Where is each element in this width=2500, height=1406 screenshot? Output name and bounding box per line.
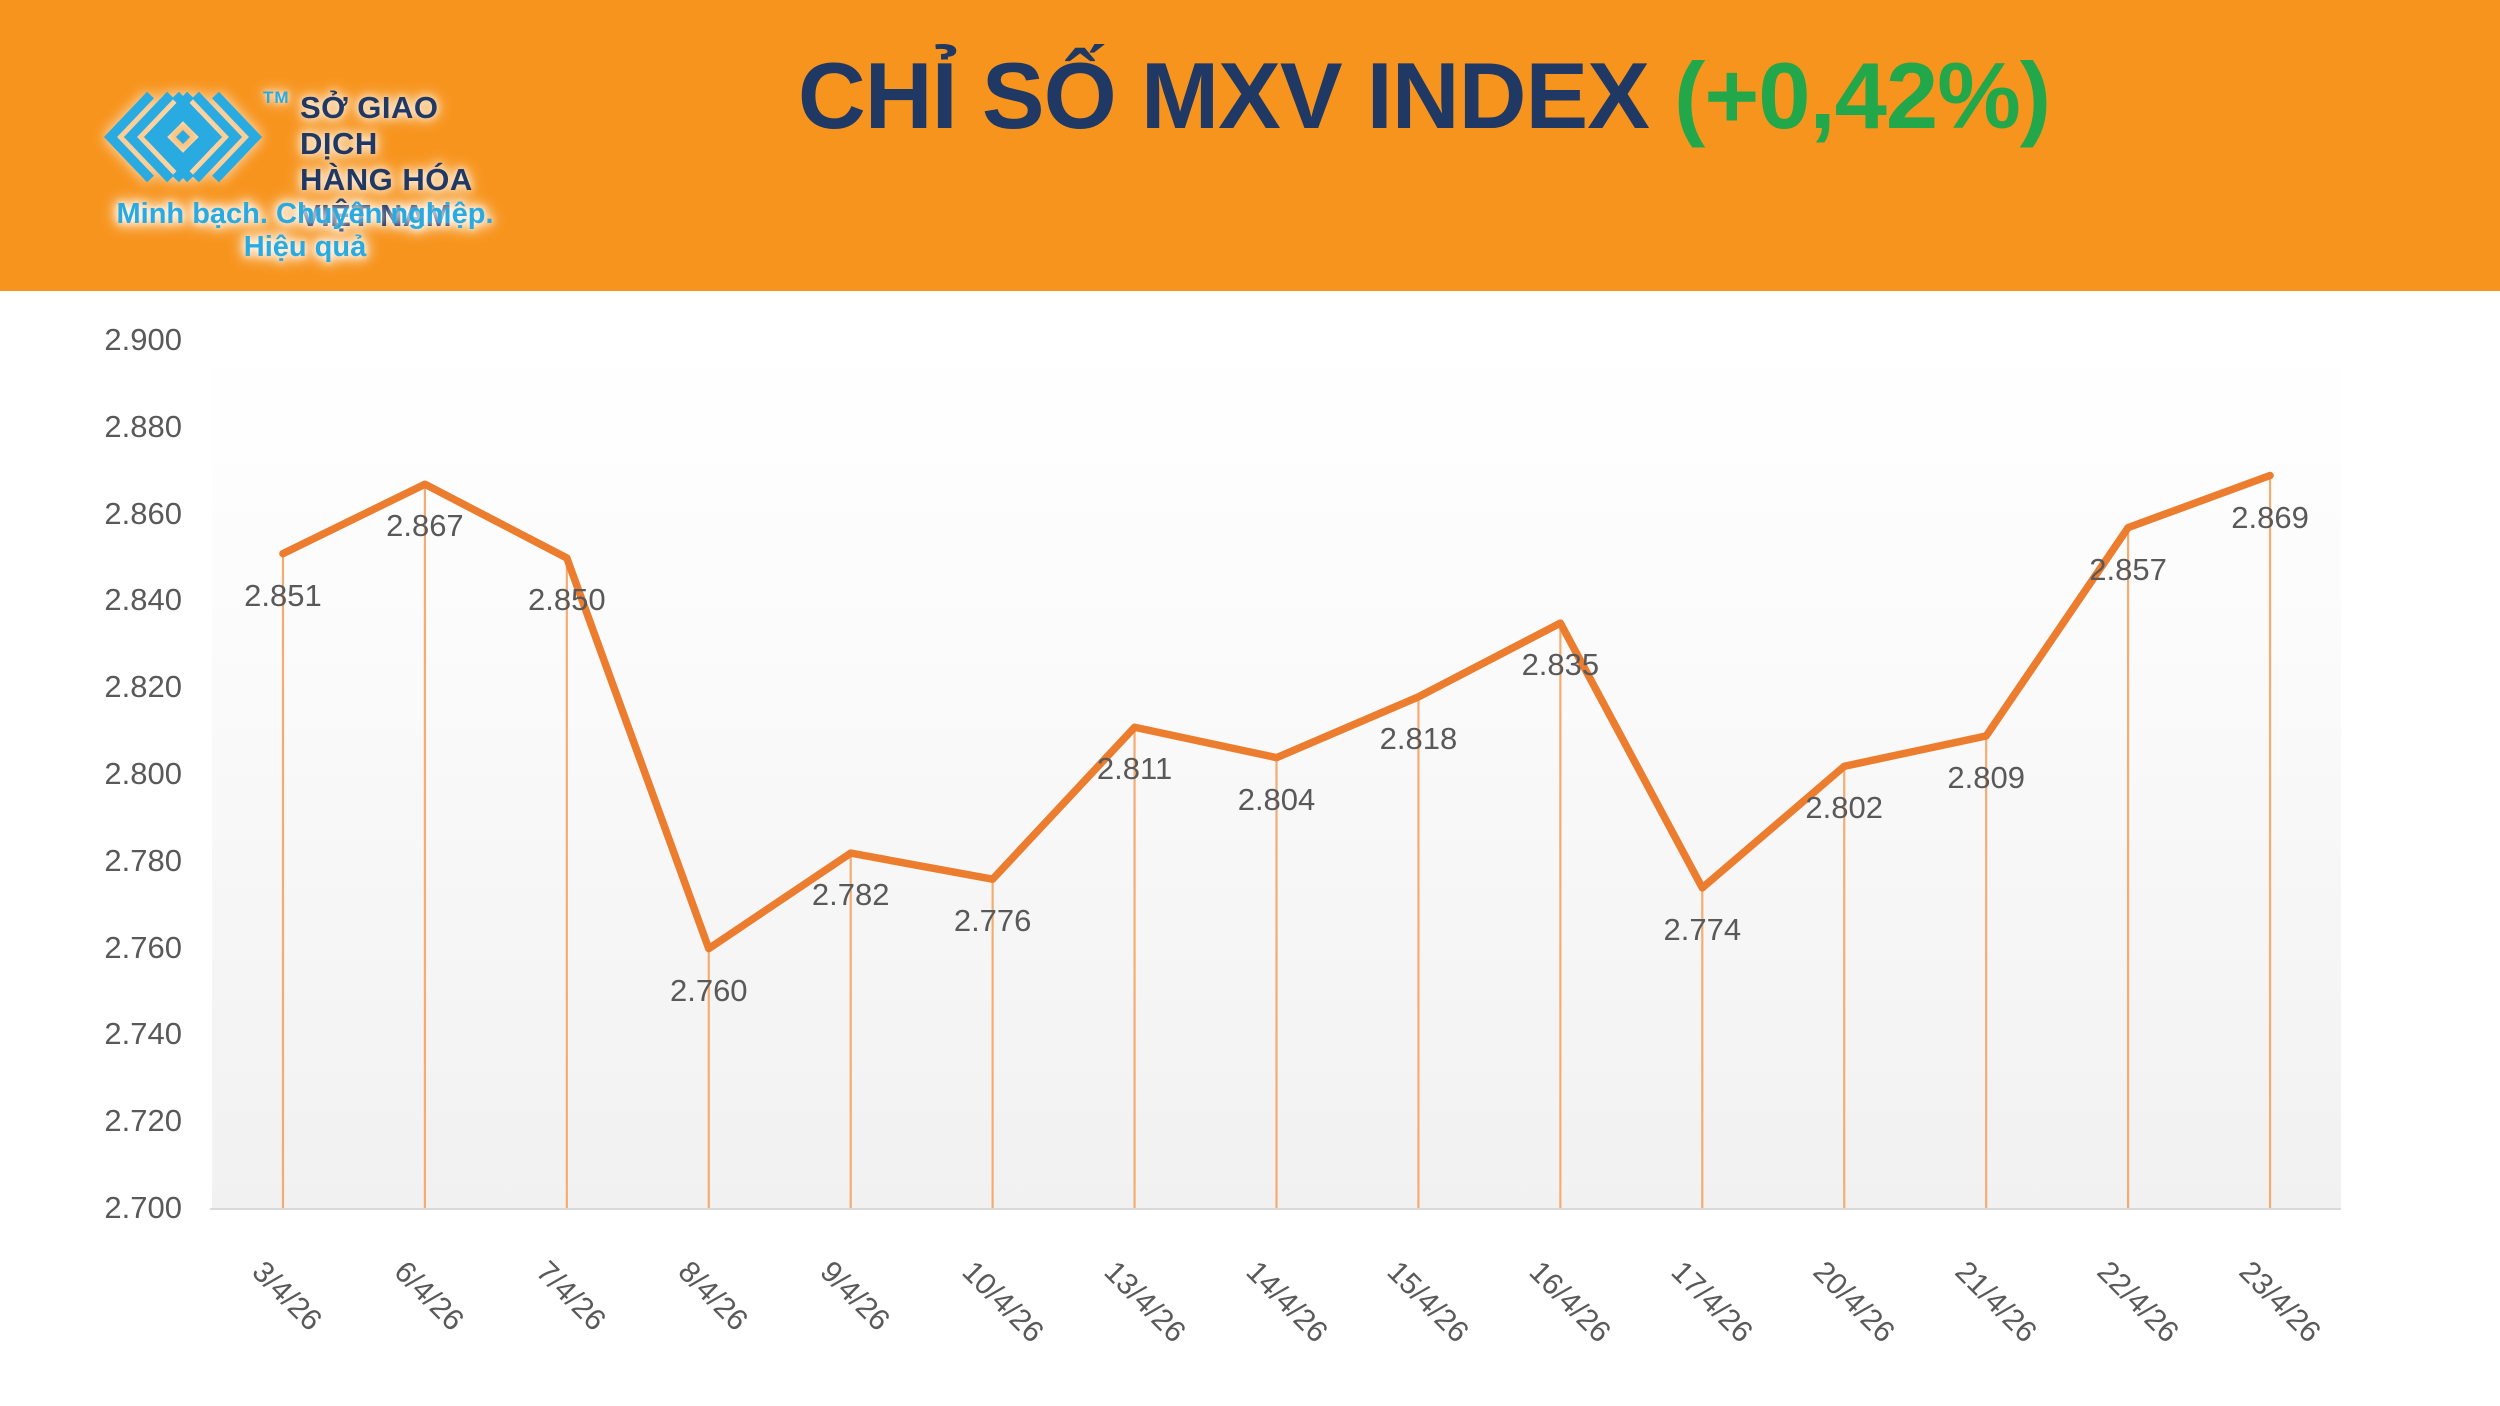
y-axis-label: 2.900 (104, 322, 182, 357)
y-axis-label: 2.880 (104, 408, 182, 444)
logo-org-line3: VIỆT NAM (300, 198, 453, 233)
x-axis-label: 16/4/26 (1523, 1255, 1618, 1350)
logo-org-line2: HÀNG HÓA (300, 162, 473, 197)
logo-tagline: Minh bạch. Chuyên nghiệp. Hiệu quả (116, 198, 494, 263)
y-axis-label: 2.700 (104, 1190, 182, 1225)
x-axis-label: 8/4/26 (671, 1255, 754, 1338)
x-axis-label: 13/4/26 (1097, 1255, 1192, 1350)
page-title: CHỈ SỐ MXV INDEX (+0,42%) (797, 42, 2051, 150)
x-axis-label: 9/4/26 (813, 1255, 896, 1338)
data-label: 2.774 (1663, 911, 1742, 947)
logo-org-name: SỞ GIAO DỊCH HÀNG HÓA VIỆT NAM (300, 90, 515, 234)
data-label: 2.857 (2089, 551, 2167, 587)
header-banner: TM SỞ GIAO DỊCH HÀNG HÓA VIỆT NAM Minh b… (0, 0, 2500, 291)
data-label: 2.818 (1379, 720, 1458, 756)
trademark-label: TM (263, 88, 290, 107)
data-label: 2.850 (528, 582, 606, 617)
line-series-canvas (279, 471, 2274, 1209)
x-axis-label: 3/4/26 (245, 1255, 328, 1338)
y-axis-label: 2.820 (104, 669, 182, 705)
data-label: 2.802 (1805, 790, 1883, 826)
data-label: 2.804 (1237, 781, 1316, 817)
y-axis-label: 2.860 (104, 495, 182, 531)
x-axis-label: 21/4/26 (1948, 1255, 2043, 1350)
x-axis-label: 17/4/26 (1664, 1255, 1760, 1350)
y-axis-label: 2.760 (104, 929, 182, 965)
x-axis-label: 14/4/26 (1239, 1255, 1334, 1350)
data-label: 2.760 (669, 972, 748, 1008)
data-label: 2.811 (1096, 751, 1173, 787)
y-axis-label: 2.800 (104, 756, 182, 791)
data-label: 2.851 (244, 577, 322, 613)
title-change-percent: (+0,42%) (1674, 43, 2051, 148)
data-label: 2.869 (2231, 499, 2309, 535)
y-axis-label: 2.720 (104, 1103, 182, 1139)
x-axis-label: 15/4/26 (1381, 1255, 1476, 1350)
y-axis-label: 2.740 (104, 1016, 182, 1052)
x-axis-label: 6/4/26 (387, 1255, 470, 1338)
logo-org-line1: SỞ GIAO DỊCH (300, 90, 439, 161)
data-label: 2.809 (1947, 759, 2025, 795)
mxv-logo-icon (103, 92, 263, 182)
data-label: 2.835 (1521, 647, 1600, 683)
x-axis-label: 10/4/26 (955, 1255, 1050, 1350)
data-label: 2.867 (386, 508, 464, 544)
y-axis-label: 2.840 (104, 582, 182, 618)
x-axis-label: 20/4/26 (1806, 1255, 1901, 1350)
data-label: 2.782 (811, 877, 890, 913)
x-axis-label: 7/4/26 (529, 1255, 612, 1338)
y-axis-label: 2.780 (104, 842, 182, 878)
x-axis-line (210, 1208, 2341, 1210)
title-text: CHỈ SỐ MXV INDEX (797, 43, 1650, 148)
data-label: 2.776 (953, 903, 1032, 939)
x-axis-label: 22/4/26 (2090, 1255, 2185, 1350)
series-line (279, 471, 2274, 953)
x-axis-label: 23/4/26 (2232, 1255, 2327, 1350)
